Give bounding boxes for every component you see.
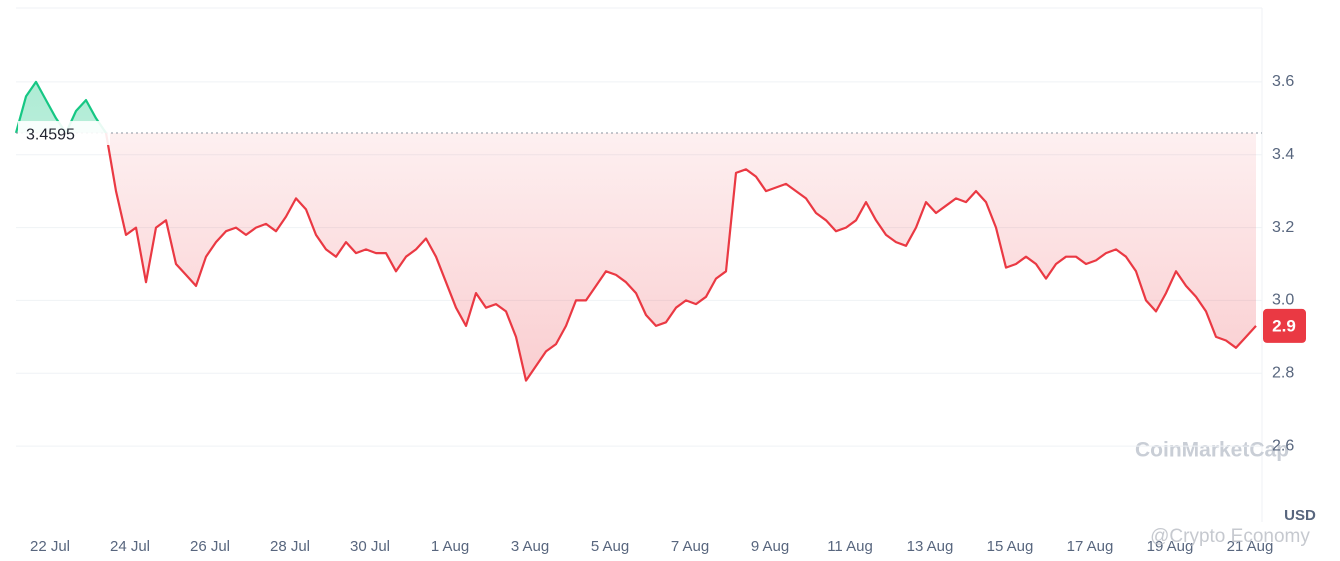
y-axis-label: USD xyxy=(1284,507,1316,524)
x-tick-label: 30 Jul xyxy=(350,538,390,555)
x-tick-label: 7 Aug xyxy=(671,538,709,555)
y-tick-label: 3.2 xyxy=(1272,219,1294,236)
y-tick-label: 2.6 xyxy=(1272,437,1294,454)
x-tick-label: 15 Aug xyxy=(987,538,1034,555)
price-line-down xyxy=(16,133,1257,382)
area-down xyxy=(106,133,1256,381)
x-tick-label: 19 Aug xyxy=(1147,538,1194,555)
x-tick-label: 5 Aug xyxy=(591,538,629,555)
price-badge-label: 2.9 xyxy=(1272,316,1296,335)
y-tick-label: 3.6 xyxy=(1272,73,1294,90)
x-tick-label: 26 Jul xyxy=(190,538,230,555)
x-tick-label: 21 Aug xyxy=(1227,538,1274,555)
y-tick-label: 3.4 xyxy=(1272,146,1294,163)
x-tick-label: 11 Aug xyxy=(827,538,873,555)
x-tick-label: 3 Aug xyxy=(511,538,549,555)
x-tick-label: 24 Jul xyxy=(110,538,150,555)
price-badge xyxy=(1263,308,1306,343)
x-tick-label: 17 Aug xyxy=(1067,538,1114,555)
watermark-credit: @Crypto Economy xyxy=(1150,526,1310,547)
x-tick-label: 9 Aug xyxy=(751,538,789,555)
down-region xyxy=(16,133,1257,382)
baseline-label: 3.4595 xyxy=(26,126,75,143)
x-tick-label: 1 Aug xyxy=(431,538,469,555)
baseline-label-bg xyxy=(18,121,110,146)
x-tick-label: 22 Jul xyxy=(30,538,70,555)
y-tick-label: 3.0 xyxy=(1272,292,1294,309)
y-tick-label: 2.8 xyxy=(1272,365,1294,382)
watermark-logo: CoinMarketCap xyxy=(1135,439,1289,462)
x-tick-label: 13 Aug xyxy=(907,538,954,555)
x-tick-label: 28 Jul xyxy=(270,538,310,555)
